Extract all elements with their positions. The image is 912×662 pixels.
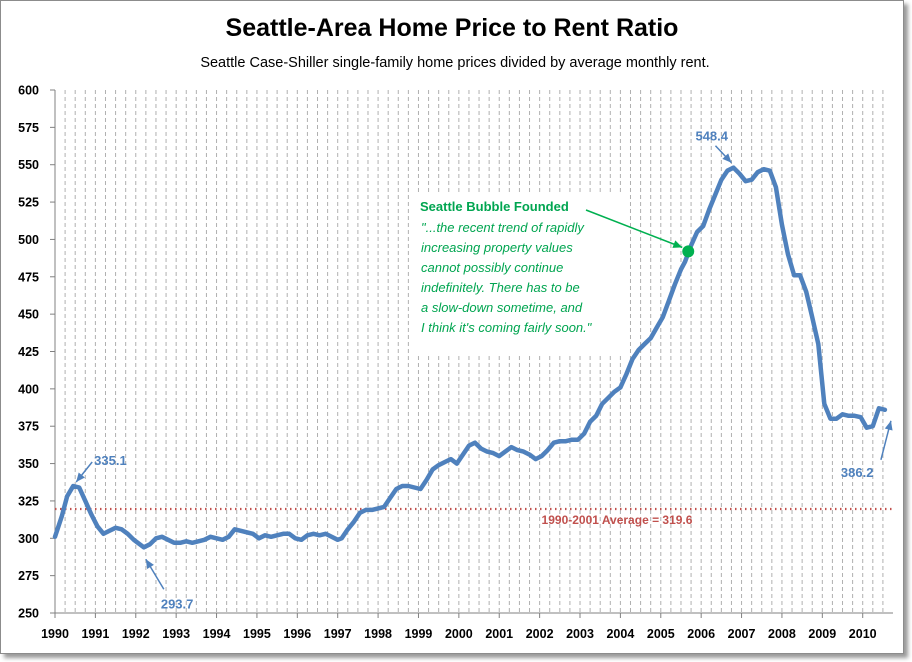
y-tick-label: 550 (18, 158, 39, 172)
x-tick-label: 2007 (728, 627, 756, 641)
x-tick-label: 2005 (647, 627, 675, 641)
bubble-callout-line: indefinitely. There has to be (421, 280, 580, 295)
y-tick-label: 325 (18, 494, 39, 508)
y-tick-label: 350 (18, 457, 39, 471)
arrow-bubble (585, 209, 683, 249)
y-tick-label: 450 (18, 308, 39, 322)
x-tick-label: 1995 (243, 627, 271, 641)
x-tick-label: 2010 (849, 627, 877, 641)
axes: 250 275 300 325 350 375 400 425 450 475 500 525 550 5… (18, 84, 893, 641)
chart-subtitle: Seattle Case-Shiller single-family home … (200, 55, 709, 71)
y-tick-label: 425 (18, 345, 39, 359)
x-tick-label: 2002 (526, 627, 554, 641)
arrow-293-head (145, 559, 154, 570)
x-tick-label: 2006 (687, 627, 715, 641)
bubble-callout-line: cannot possibly continue (421, 260, 563, 275)
arrow-335-head (76, 472, 85, 482)
x-tick-label: 2001 (485, 627, 513, 641)
y-tick-label: 525 (18, 196, 39, 210)
x-tick-label: 1999 (405, 627, 433, 641)
average-reference: 1990-2001 Average = 319.6 (55, 507, 893, 527)
x-tick-label: 1998 (364, 627, 392, 641)
data-label-335: 335.1 (94, 453, 127, 468)
y-tick-label: 500 (18, 233, 39, 247)
bubble-callout-box (414, 194, 628, 353)
y-tick-label: 600 (18, 84, 39, 98)
x-tick-label: 2009 (808, 627, 836, 641)
bubble-callout-heading: Seattle Bubble Founded (420, 199, 569, 214)
arrow-bubble-head (672, 240, 683, 248)
annotations: 335.1 293.7 548.4 386.2 Seattle Bubble Found… (75, 129, 893, 611)
series-line-0 (52, 165, 888, 550)
series-layer (52, 165, 888, 550)
x-tick-label: 1993 (162, 627, 190, 641)
y-tick-label: 275 (18, 569, 39, 583)
x-tick-label: 1992 (122, 627, 150, 641)
y-tick-label: 300 (18, 532, 39, 546)
y-tick-label: 250 (18, 607, 39, 621)
x-tick-label: 1991 (81, 627, 109, 641)
bubble-callout-line: a slow-down sometime, and (421, 300, 583, 315)
bubble-callout-line: "...the recent trend of rapidly (421, 220, 585, 235)
data-label-293: 293.7 (161, 596, 194, 611)
x-tick-label: 1990 (41, 627, 69, 641)
chart-title: Seattle-Area Home Price to Rent Ratio (226, 14, 679, 42)
data-label-386: 386.2 (841, 465, 874, 480)
x-tick-label: 2008 (768, 627, 796, 641)
y-tick-label: 575 (18, 121, 39, 135)
x-tick-label: 1997 (324, 627, 352, 641)
x-tick-label: 2000 (445, 627, 473, 641)
arrow-386-head (884, 420, 893, 431)
arrow-548-head (722, 153, 732, 163)
data-label-548: 548.4 (695, 129, 728, 144)
bubble-marker-dot (682, 245, 695, 258)
average-label: 1990-2001 Average = 319.6 (542, 513, 693, 527)
x-tick-label: 2004 (606, 627, 634, 641)
y-tick-label: 475 (18, 270, 39, 284)
bubble-callout-line: increasing property values (421, 240, 573, 255)
x-tick-label: 2003 (566, 627, 594, 641)
y-tick-label: 400 (18, 382, 39, 396)
y-tick-label: 375 (18, 420, 39, 434)
bubble-callout-line: I think it's coming fairly soon." (421, 320, 593, 335)
x-tick-label: 1994 (203, 627, 231, 641)
x-tick-label: 1996 (283, 627, 311, 641)
